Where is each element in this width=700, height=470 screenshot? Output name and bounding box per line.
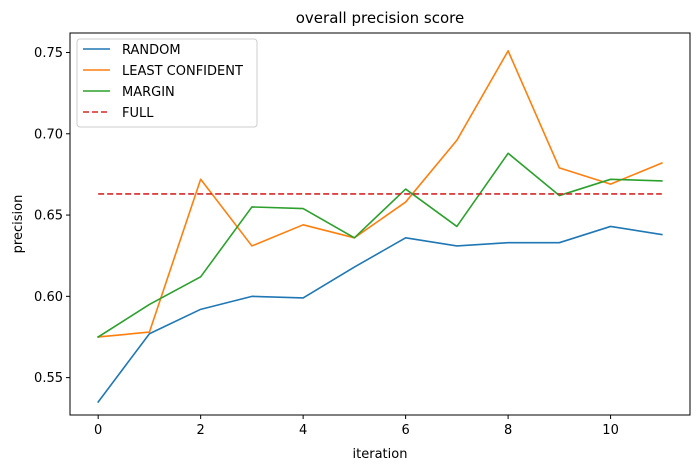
series-line-random [97, 225, 663, 404]
legend-box [76, 38, 258, 128]
legend-label: RANDOM [122, 43, 181, 58]
y-axis-label: precision [11, 195, 26, 254]
series-line-margin [97, 152, 663, 339]
y-axis-ticks: 0.55 0.60 0.65 0.70 0.75 [34, 46, 70, 386]
y-tick-label: 0.65 [34, 209, 63, 224]
legend-label: FULL [122, 106, 154, 121]
x-tick-label: 0 [94, 423, 102, 438]
legend: RANDOM LEAST CONFIDENT MARGIN FULL [76, 38, 258, 128]
x-tick-label: 10 [602, 423, 619, 438]
legend-label: LEAST CONFIDENT [122, 64, 243, 79]
x-tick-label: 2 [197, 423, 205, 438]
x-tick-label: 8 [504, 423, 512, 438]
y-tick-label: 0.75 [34, 46, 63, 61]
x-tick-label: 4 [299, 423, 307, 438]
x-tick-label: 6 [401, 423, 409, 438]
y-tick-label: 0.55 [34, 371, 63, 386]
x-axis-ticks: 0 2 4 6 8 10 [94, 415, 619, 438]
chart-title: overall precision score [296, 9, 465, 27]
y-tick-label: 0.60 [34, 290, 63, 305]
y-tick-label: 0.70 [34, 127, 63, 142]
legend-label: MARGIN [122, 85, 175, 100]
series-layer [97, 50, 663, 404]
series-line-least-confident [97, 50, 663, 338]
x-axis-label: iteration [353, 447, 408, 462]
